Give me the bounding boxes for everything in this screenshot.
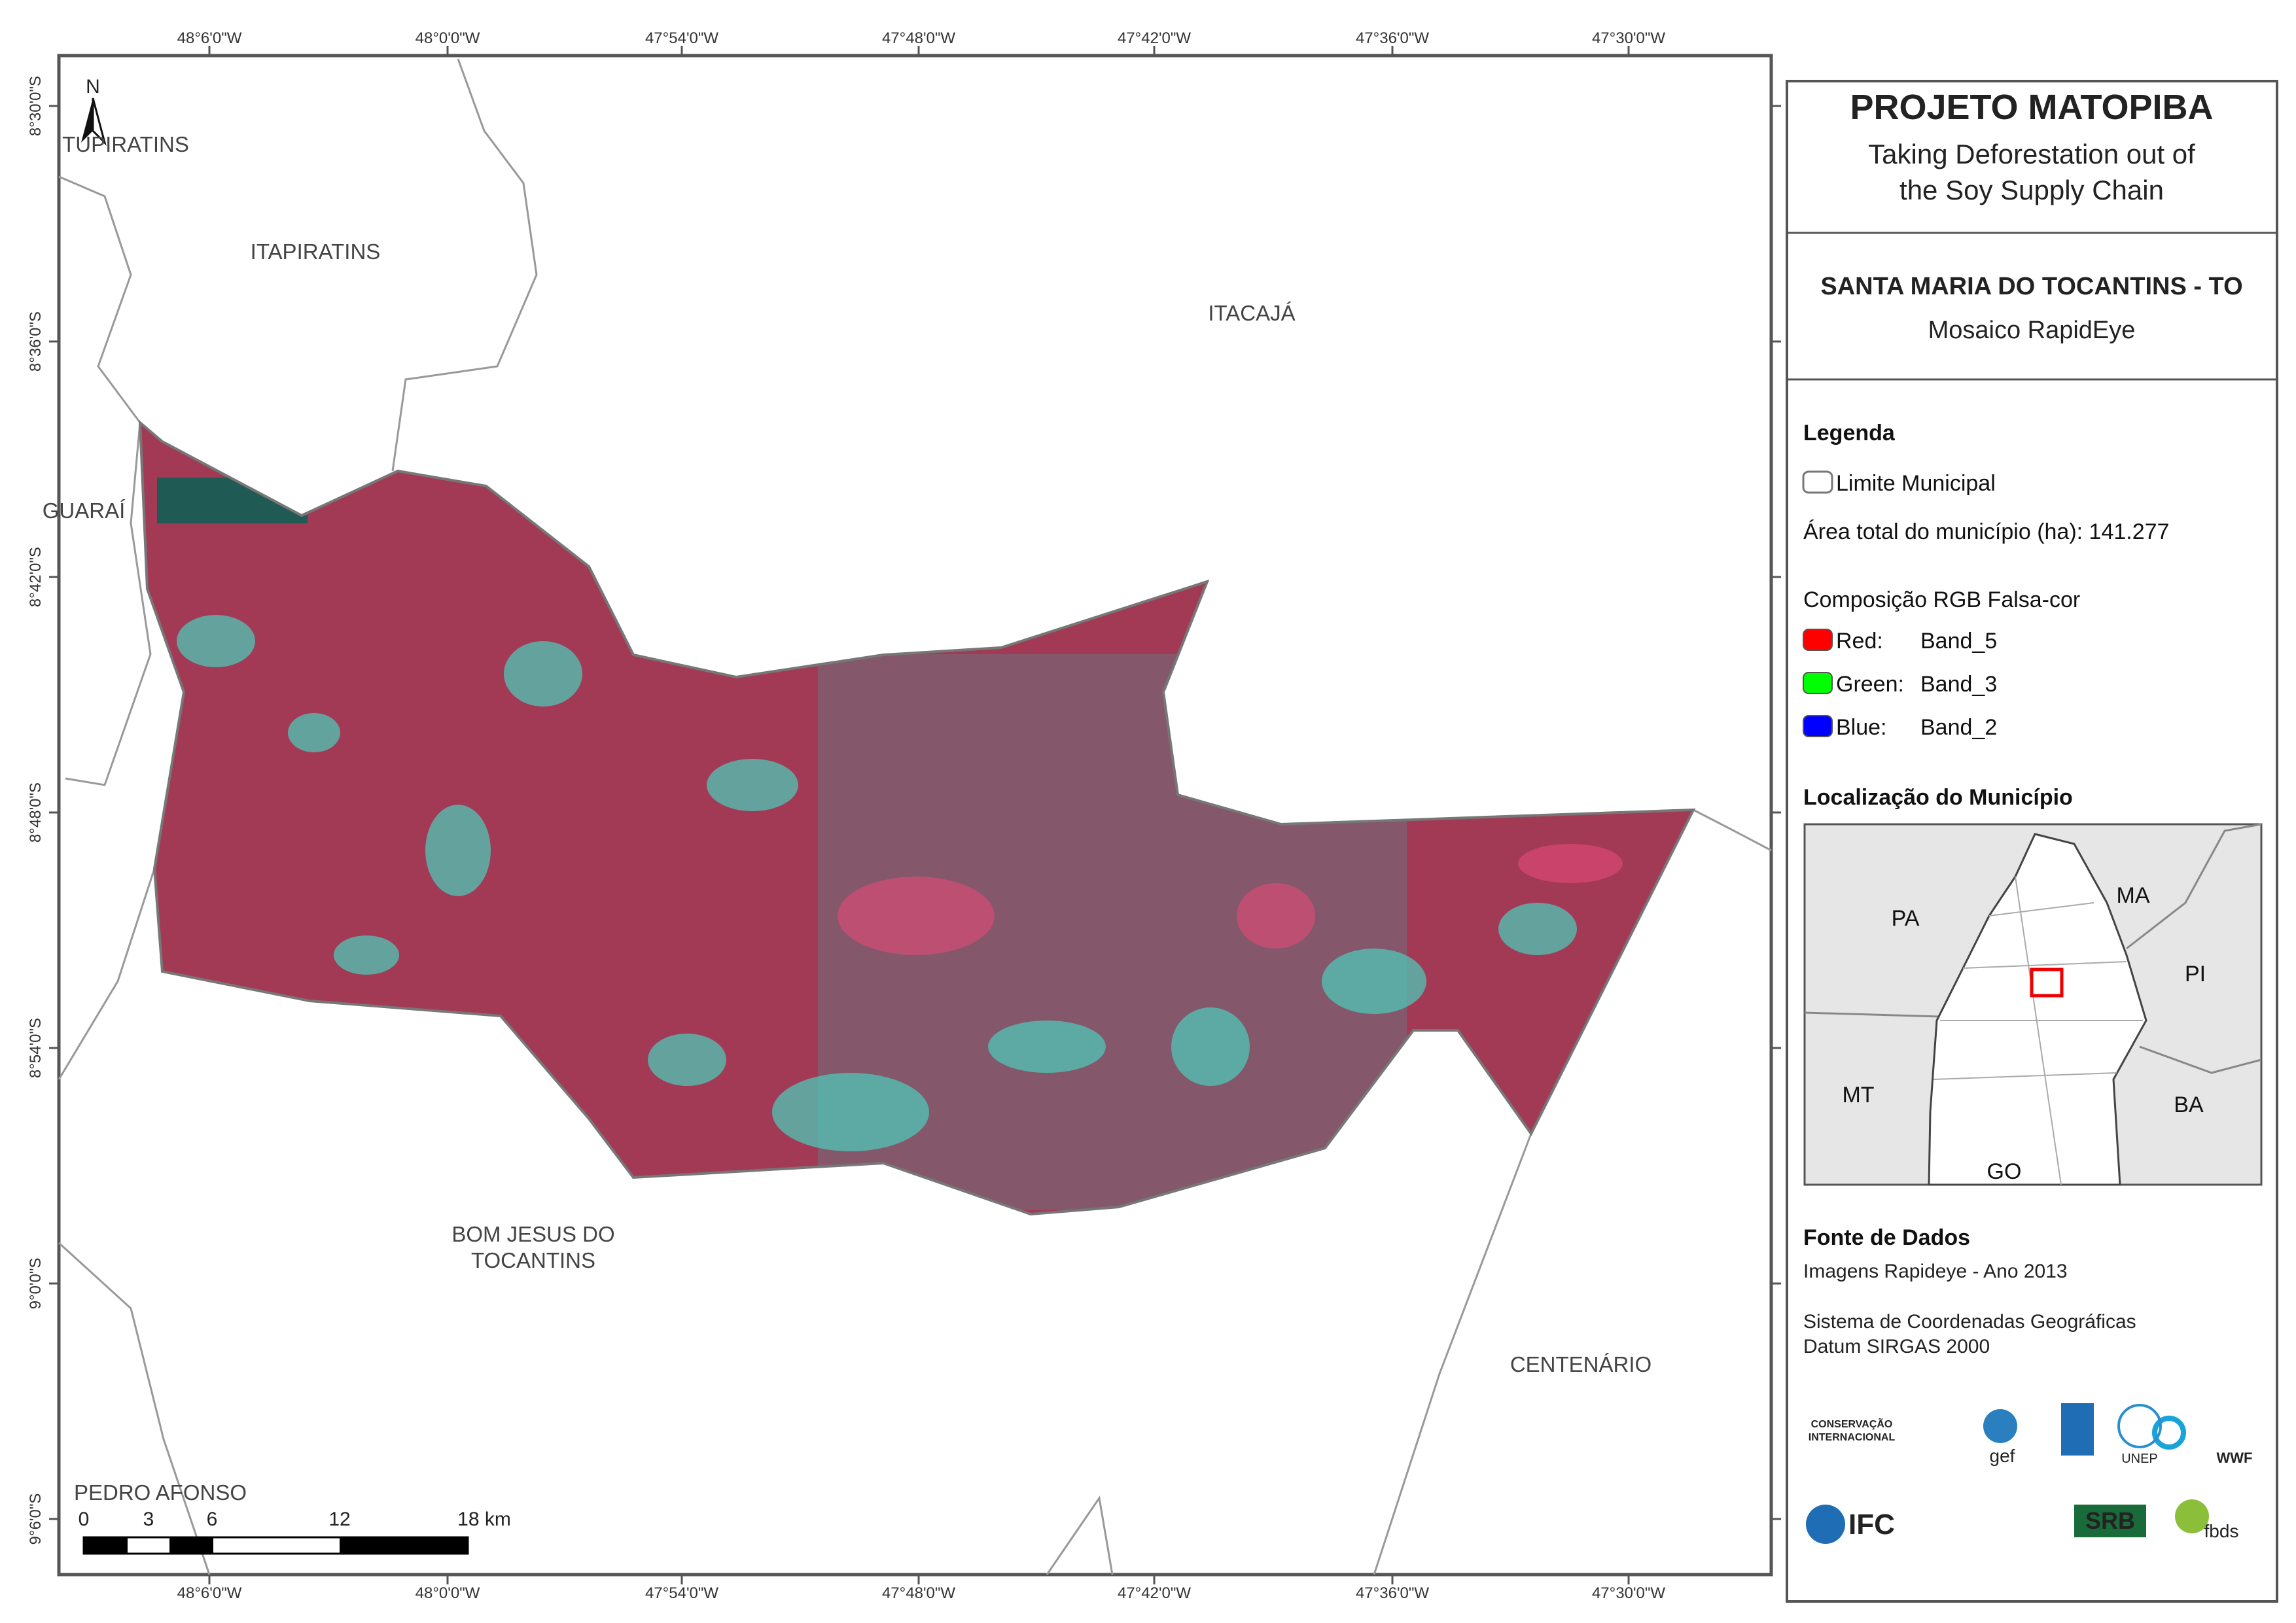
panel-subtitle: Taking Deforestation out of	[1868, 139, 2195, 169]
logo-text: gef	[1990, 1446, 2015, 1466]
composition: Composição RGB Falsa-cor	[1803, 587, 2080, 612]
logo-mark	[2061, 1403, 2094, 1456]
logo-text: IFC	[1848, 1509, 1895, 1541]
municipality: SANTA MARIA DO TOCANTINS - TO	[1820, 273, 2242, 300]
location-inset	[1803, 823, 2263, 1186]
logo-text: CONSERVAÇÃO	[1811, 1417, 1893, 1430]
place-label: PEDRO AFONSO	[74, 1480, 247, 1505]
logo-text: UNEP	[2121, 1452, 2158, 1466]
band-swatch	[1803, 715, 1833, 737]
scale-label: 12	[328, 1509, 350, 1530]
lon-label: 47°48'0"W	[882, 1584, 955, 1602]
lon-label: 47°30'0"W	[1592, 29, 1665, 47]
lon-label: 48°0'0"W	[415, 29, 480, 47]
logo-mark	[2074, 1505, 2146, 1537]
lat-label: 9°0'0"S	[27, 1258, 44, 1310]
location-title: Localização do Município	[1803, 785, 2073, 810]
panel-subtitle: the Soy Supply Chain	[1899, 175, 2164, 205]
north-arrow	[92, 97, 107, 146]
band-name: Green:	[1836, 672, 1904, 697]
logo-text: INTERNACIONAL	[1809, 1432, 1896, 1443]
logo-text: fbds	[2204, 1521, 2239, 1541]
area-text: Área total do município (ha): 141.277	[1803, 519, 2169, 544]
place-label: ITACAJÁ	[1208, 301, 1295, 325]
lon-label: 48°0'0"W	[415, 1584, 480, 1602]
source-title: Fonte de Dados	[1803, 1225, 1970, 1250]
lon-label: 47°42'0"W	[1118, 1584, 1191, 1602]
state-label: MT	[1842, 1083, 1874, 1108]
lon-label: 48°6'0"W	[177, 1584, 242, 1602]
band-name: Blue:	[1836, 715, 1887, 740]
state-label: PI	[2185, 962, 2206, 986]
lat-label: 8°30'0"S	[27, 76, 44, 136]
panel-title: PROJETO MATOPIBA	[1850, 88, 2213, 127]
municipal-boundaries	[58, 58, 1772, 1575]
band-swatch	[1803, 629, 1833, 651]
legend-swatch	[1802, 470, 1833, 494]
mosaic: Mosaico RapidEye	[1928, 317, 2136, 344]
lon-label: 48°6'0"W	[177, 29, 242, 47]
lon-label: 47°54'0"W	[645, 29, 718, 47]
place-label: TOCANTINS	[471, 1248, 595, 1272]
band-value: Band_5	[1920, 629, 1997, 654]
place-label: TUPIRATINS	[62, 132, 189, 156]
band-value: Band_2	[1920, 715, 1997, 740]
lat-label: 8°48'0"S	[27, 782, 44, 843]
state-label: PA	[1892, 906, 1920, 931]
scale-label: 18 km	[457, 1509, 511, 1530]
lon-label: 47°36'0"W	[1356, 29, 1429, 47]
state-label: GO	[1987, 1159, 2022, 1184]
logo-text: WWF	[2217, 1450, 2253, 1466]
logo-mark	[2152, 1416, 2186, 1450]
lat-label: 9°6'0"S	[27, 1493, 44, 1545]
scale-bar	[82, 1536, 469, 1555]
municipal-limit	[138, 419, 1696, 1216]
lat-label: 8°42'0"S	[27, 547, 44, 607]
logo-text: SRB	[2085, 1507, 2135, 1534]
source-line: Sistema de Coordenadas Geográficas	[1803, 1311, 2136, 1333]
scale-label: 6	[207, 1509, 218, 1530]
logo-mark	[2117, 1404, 2162, 1448]
place-label: GUARAÍ	[43, 498, 126, 523]
scale-label: 3	[143, 1509, 154, 1530]
lon-label: 47°36'0"W	[1356, 1584, 1429, 1602]
source-line: Datum SIRGAS 2000	[1803, 1336, 1990, 1357]
state-label: MA	[2117, 883, 2150, 908]
logo-mark	[1983, 1409, 2017, 1443]
state-label: BA	[2174, 1092, 2204, 1117]
legend-title: Legenda	[1803, 421, 1896, 445]
band-swatch	[1803, 672, 1833, 694]
lon-label: 47°30'0"W	[1592, 1584, 1665, 1602]
legend-item: Limite Municipal	[1836, 471, 1996, 496]
band-value: Band_3	[1920, 672, 1997, 697]
band-name: Red:	[1836, 629, 1883, 654]
lon-label: 47°48'0"W	[882, 29, 955, 47]
place-label: BOM JESUS DO	[451, 1222, 614, 1246]
lon-label: 47°42'0"W	[1118, 29, 1191, 47]
north-arrow	[81, 98, 93, 143]
lat-label: 8°36'0"S	[27, 311, 44, 372]
lon-label: 47°54'0"W	[645, 1584, 718, 1602]
scale-label: 0	[79, 1509, 90, 1530]
logo-mark	[2175, 1499, 2209, 1533]
logo-mark	[1806, 1505, 1845, 1544]
place-label: CENTENÁRIO	[1510, 1352, 1651, 1376]
north-label: N	[86, 76, 100, 97]
place-label: ITAPIRATINS	[251, 239, 381, 264]
lat-label: 8°54'0"S	[27, 1018, 44, 1078]
source-line: Imagens Rapideye - Ano 2013	[1803, 1261, 2068, 1282]
